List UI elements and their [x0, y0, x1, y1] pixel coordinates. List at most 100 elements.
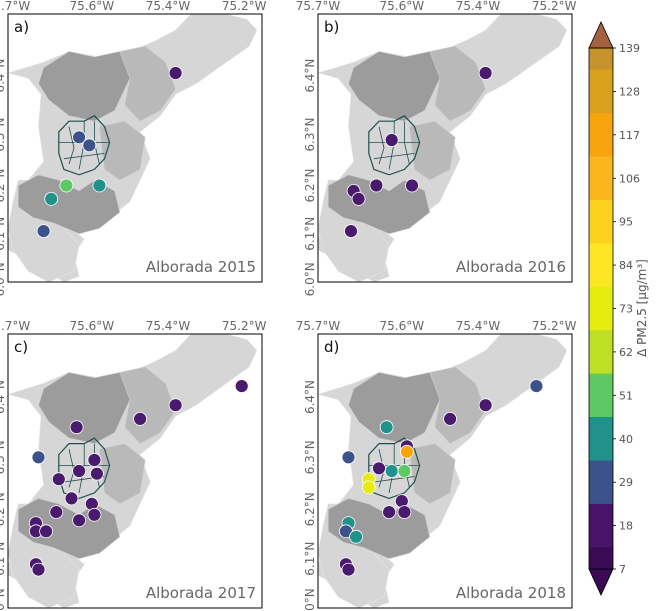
- colorbar-tick-label: 40: [619, 433, 633, 446]
- y-tick-label: 6.3°N: [303, 118, 317, 152]
- map-panel-2: 75.7°W 75.6°W 75.4°W 75.2°W 6.4°N 6.3°N 6.2°N 6…: [296, 0, 577, 296]
- x-tick-label: 75.6°W: [70, 0, 115, 13]
- colorbar-bin: [589, 395, 613, 418]
- panel-letter: c): [14, 338, 28, 356]
- station-marker: [59, 178, 74, 193]
- colorbar-bin: [589, 460, 613, 483]
- region-dark-north: [348, 51, 446, 122]
- x-tick-label: 75.7°W: [296, 0, 341, 13]
- region-mid-east: [99, 120, 146, 181]
- station-marker: [51, 472, 66, 487]
- colorbar-bin: [589, 243, 613, 266]
- station-marker: [87, 453, 102, 467]
- station-marker: [72, 130, 86, 145]
- region-mid-east: [409, 443, 456, 505]
- station-marker: [69, 420, 84, 435]
- panel-frame: [317, 333, 573, 609]
- x-tick-label: 75.4°W: [146, 0, 191, 13]
- colorbar-tick-label: 62: [619, 346, 633, 359]
- station-marker: [31, 562, 46, 577]
- station-marker: [397, 505, 412, 519]
- colorbar-tick-label: 106: [619, 172, 640, 185]
- station-marker: [39, 524, 53, 539]
- station-marker: [72, 513, 86, 528]
- x-tick-label: 75.7°W: [296, 319, 341, 333]
- station-marker: [87, 507, 102, 522]
- station-marker: [36, 224, 51, 239]
- y-tick-label: 6.2°N: [0, 168, 7, 202]
- station-marker: [349, 529, 364, 544]
- city-district-line: [373, 476, 415, 483]
- station-marker: [72, 464, 86, 478]
- colorbar: 7 18 29 40 51 62 73 84 95 106 117 128 139 Δ PM2.5 [μg…: [588, 21, 649, 596]
- colorbar-over-arrow: [588, 21, 614, 49]
- region-mid-north: [429, 366, 486, 444]
- colorbar-bin: [589, 134, 613, 157]
- colorbar-tick-label: 117: [619, 129, 640, 142]
- city-boundary: [58, 115, 111, 176]
- colorbar-bin: [589, 48, 613, 71]
- x-tick-label: 75.7°W: [0, 319, 30, 333]
- colorbar-tick-label: 95: [619, 216, 633, 229]
- colorbar-under-arrow: [588, 568, 614, 596]
- city-district-line: [373, 153, 415, 160]
- panel-title: Alborada 2016: [456, 258, 566, 276]
- y-tick-label: 6.1°N: [303, 542, 317, 576]
- colorbar-tick-label: 7: [619, 563, 626, 576]
- colorbar-bin: [589, 525, 613, 548]
- x-tick-label: 75.4°W: [456, 319, 501, 333]
- panel-letter: a): [14, 18, 29, 36]
- colorbar-bin: [589, 438, 613, 461]
- colorbar-label: Δ PM2.5 [μg/m³]: [635, 259, 649, 357]
- colorbar-bin: [589, 178, 613, 201]
- map-panel-1: 75.7°W 75.6°W 75.4°W 75.2°W 6.4°N 6.3°N 6.2°N 6…: [0, 0, 267, 296]
- colorbar-bin: [589, 286, 613, 309]
- x-tick-label: 75.2°W: [222, 319, 267, 333]
- colorbar-bin: [589, 373, 613, 396]
- station-marker: [399, 444, 414, 459]
- colorbar-bin: [589, 69, 613, 92]
- city-boundary: [58, 437, 111, 500]
- station-marker: [44, 191, 59, 206]
- y-tick-label: 6.4°N: [303, 380, 317, 414]
- station-marker: [351, 191, 366, 206]
- city-district-line: [63, 153, 105, 160]
- y-tick-label: 6.0°N: [303, 588, 317, 611]
- colorbar-bin: [589, 417, 613, 440]
- colorbar-bin: [589, 503, 613, 527]
- map-regions: [318, 14, 568, 282]
- x-tick-label: 75.7°W: [0, 0, 30, 13]
- colorbar-tick-label: 18: [619, 520, 633, 533]
- colorbar-bin: [589, 156, 613, 179]
- y-tick-label: 6.4°N: [0, 59, 7, 93]
- station-marker: [49, 505, 64, 519]
- colorbar-bin: [589, 351, 613, 375]
- x-tick-label: 75.2°W: [532, 319, 577, 333]
- y-tick-label: 6.2°N: [303, 168, 317, 202]
- panel-title: Alborada 2017: [146, 584, 256, 602]
- y-tick-label: 6.1°N: [0, 217, 7, 251]
- y-tick-label: 6.0°N: [0, 262, 7, 296]
- region-dark-north: [38, 372, 136, 444]
- x-tick-label: 75.2°W: [532, 0, 577, 13]
- y-tick-label: 6.2°N: [303, 492, 317, 526]
- colorbar-bin: [589, 482, 613, 505]
- city-district-line: [68, 126, 75, 165]
- map-regions: [8, 14, 258, 282]
- panel-letter: b): [324, 18, 339, 36]
- station-marker: [234, 379, 249, 394]
- station-marker: [384, 464, 399, 478]
- station-marker: [168, 398, 183, 413]
- station-marker: [405, 178, 419, 193]
- map-regions: [8, 334, 258, 608]
- station-marker: [92, 178, 107, 193]
- colorbar-bin: [589, 330, 613, 353]
- y-tick-label: 6.3°N: [0, 440, 7, 474]
- colorbar-bin: [589, 91, 613, 114]
- y-tick-label: 6.3°N: [303, 440, 317, 474]
- region-mid-east: [99, 443, 146, 505]
- station-marker: [382, 505, 397, 519]
- panel-frame: [317, 13, 573, 283]
